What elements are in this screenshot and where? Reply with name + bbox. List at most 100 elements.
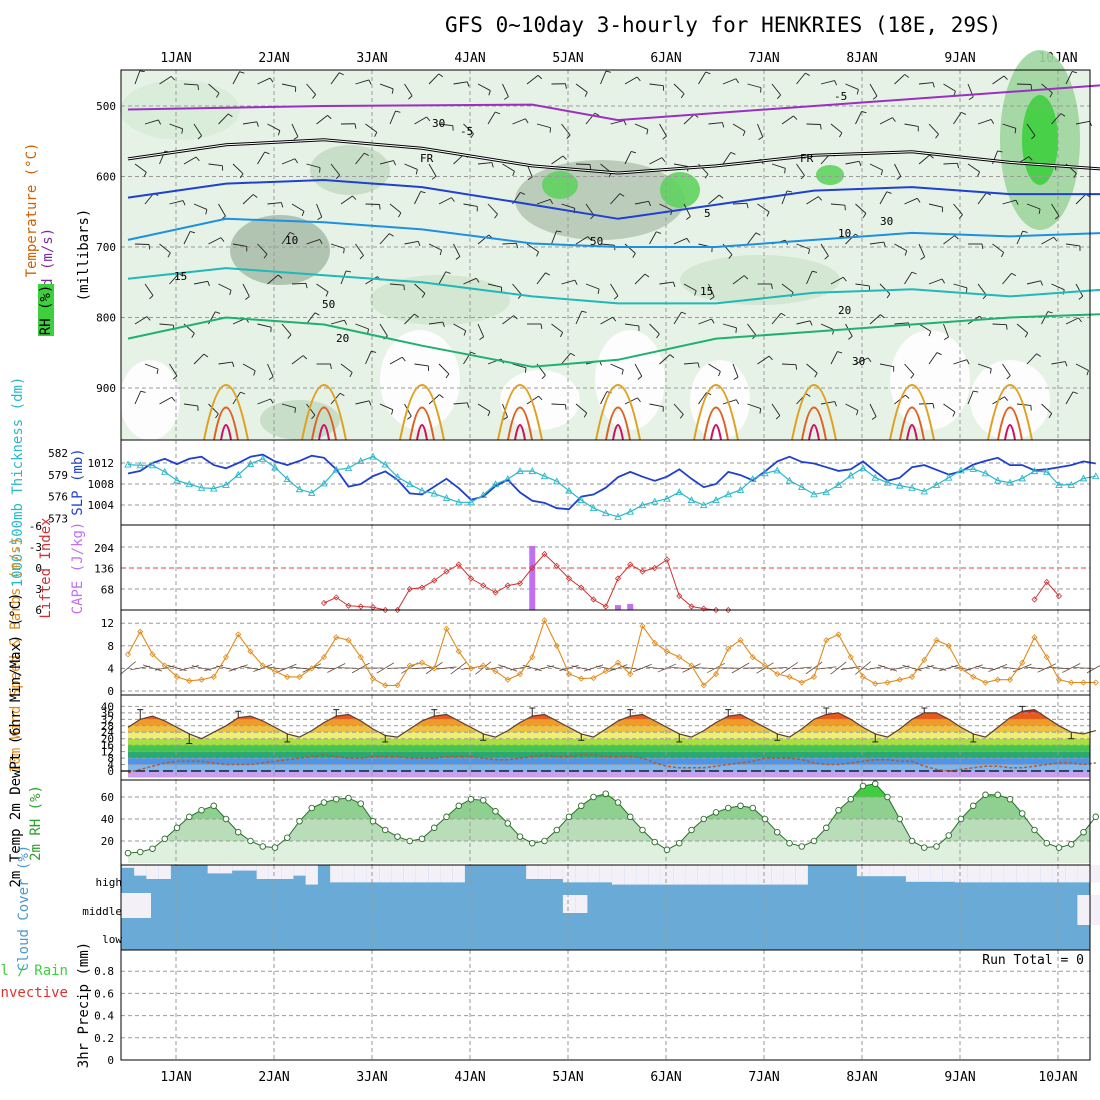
wind-barb: [584, 92, 588, 97]
wind-barb: [669, 354, 675, 359]
thickness-marker: [222, 480, 230, 488]
wind-barb: [463, 203, 478, 207]
warm-isotherm-35: [220, 424, 232, 441]
thickness-marker: [932, 480, 941, 488]
thickness-marker: [810, 490, 818, 498]
lifted-index-marker: [565, 575, 573, 582]
wind-barb: [1040, 280, 1043, 286]
wind-barb: [709, 296, 715, 300]
slp-tick-label: 1004: [88, 499, 115, 512]
cloud-level-label: high: [96, 876, 123, 889]
wind-barb: [438, 123, 453, 127]
rh-marker: [712, 809, 720, 816]
dry-patch: [890, 330, 970, 430]
wind-barb: [575, 236, 589, 245]
wind-barb: [463, 330, 467, 336]
warm-isotherm-35: [808, 424, 820, 441]
wind-barb: [1036, 353, 1041, 357]
wind-barb: [339, 392, 345, 397]
wind-barb: [747, 83, 762, 89]
day-label: 6JAN: [650, 1070, 681, 1085]
thickness-marker: [197, 483, 206, 491]
thickness-marker: [344, 464, 353, 472]
wind-barb: [545, 272, 551, 276]
wind-barb: [183, 403, 198, 407]
wind-barb: [632, 253, 636, 258]
wind-barb: [952, 411, 956, 417]
wind-barb: [289, 231, 295, 235]
wind-barb: [869, 314, 881, 325]
wind-barb: [169, 273, 180, 285]
wind-speed-marker: [333, 634, 340, 641]
wind-barb: [894, 322, 909, 325]
wind-barb: [1024, 332, 1029, 338]
rh-marker: [210, 802, 217, 810]
high-cloud-gap: [734, 865, 747, 885]
wind-barb: [657, 663, 677, 673]
wind-barb: [477, 323, 485, 337]
thickness-marker: [479, 491, 488, 498]
wind-barb: [958, 214, 963, 219]
thickness-marker: [503, 475, 512, 483]
wind-barb: [953, 359, 967, 365]
rh-marker: [774, 828, 781, 836]
wind-barb: [1060, 113, 1066, 117]
high-cloud-gap: [697, 865, 710, 885]
wind-barb: [775, 415, 781, 420]
wind-barb: [758, 136, 763, 140]
lifted-index-marker: [443, 568, 450, 575]
pressure-tick-label: 900: [96, 382, 116, 395]
wind-barb: [796, 243, 810, 250]
thickness-marker: [1079, 474, 1088, 482]
day-label: 9JAN: [944, 51, 975, 66]
wind-barb: [721, 122, 725, 128]
wind-barb: [880, 314, 885, 319]
wind-barb: [953, 283, 968, 289]
wind-barb: [732, 363, 739, 378]
wind-barb: [659, 123, 667, 137]
wind-barb: [365, 123, 378, 133]
wind-speed-marker: [774, 670, 781, 678]
wind-barb: [928, 278, 943, 285]
wind-barb: [624, 243, 636, 254]
lifted-index-marker: [492, 589, 499, 596]
wind-barb: [781, 115, 794, 125]
wind-barb: [646, 129, 649, 135]
wind-barb: [929, 154, 934, 159]
wind-barb: [294, 158, 298, 164]
wind-barb: [1000, 252, 1005, 258]
wind-barb: [610, 363, 624, 371]
high-cloud-gap: [354, 865, 367, 883]
wind-barb: [438, 73, 444, 78]
wind-barb: [830, 351, 838, 365]
wind-barb: [364, 152, 369, 156]
wind-barb: [879, 191, 888, 205]
high-cloud-gap: [244, 865, 257, 871]
day-label: 4JAN: [454, 1070, 485, 1085]
high-cloud-gap: [856, 865, 870, 877]
lifted-index-tick-label: 0: [35, 562, 42, 575]
wind-barb: [904, 363, 915, 375]
thickness-tick-label: 576: [48, 491, 68, 504]
wind-barb: [623, 120, 627, 126]
wind-barb: [183, 231, 191, 245]
wind-barb: [281, 83, 296, 88]
wind-barb: [722, 399, 737, 405]
wind-barb: [730, 151, 736, 155]
high-cloud-gap: [391, 865, 404, 883]
wind-barb: [855, 661, 871, 675]
day-label: 2JAN: [258, 51, 289, 66]
wind-barb: [747, 323, 757, 336]
wind-barb: [404, 240, 419, 245]
wind-speed-marker: [884, 679, 891, 686]
lifted-index-line: [323, 553, 729, 611]
wind-barb: [793, 115, 798, 120]
contour-label: -5: [834, 90, 847, 103]
wind-barb: [706, 662, 726, 674]
wind-barb: [928, 352, 938, 365]
thickness-marker: [173, 476, 181, 484]
thickness-marker: [516, 467, 524, 475]
rh-marker: [896, 815, 904, 823]
rh-marker: [749, 804, 757, 812]
wind-barb: [170, 76, 175, 81]
